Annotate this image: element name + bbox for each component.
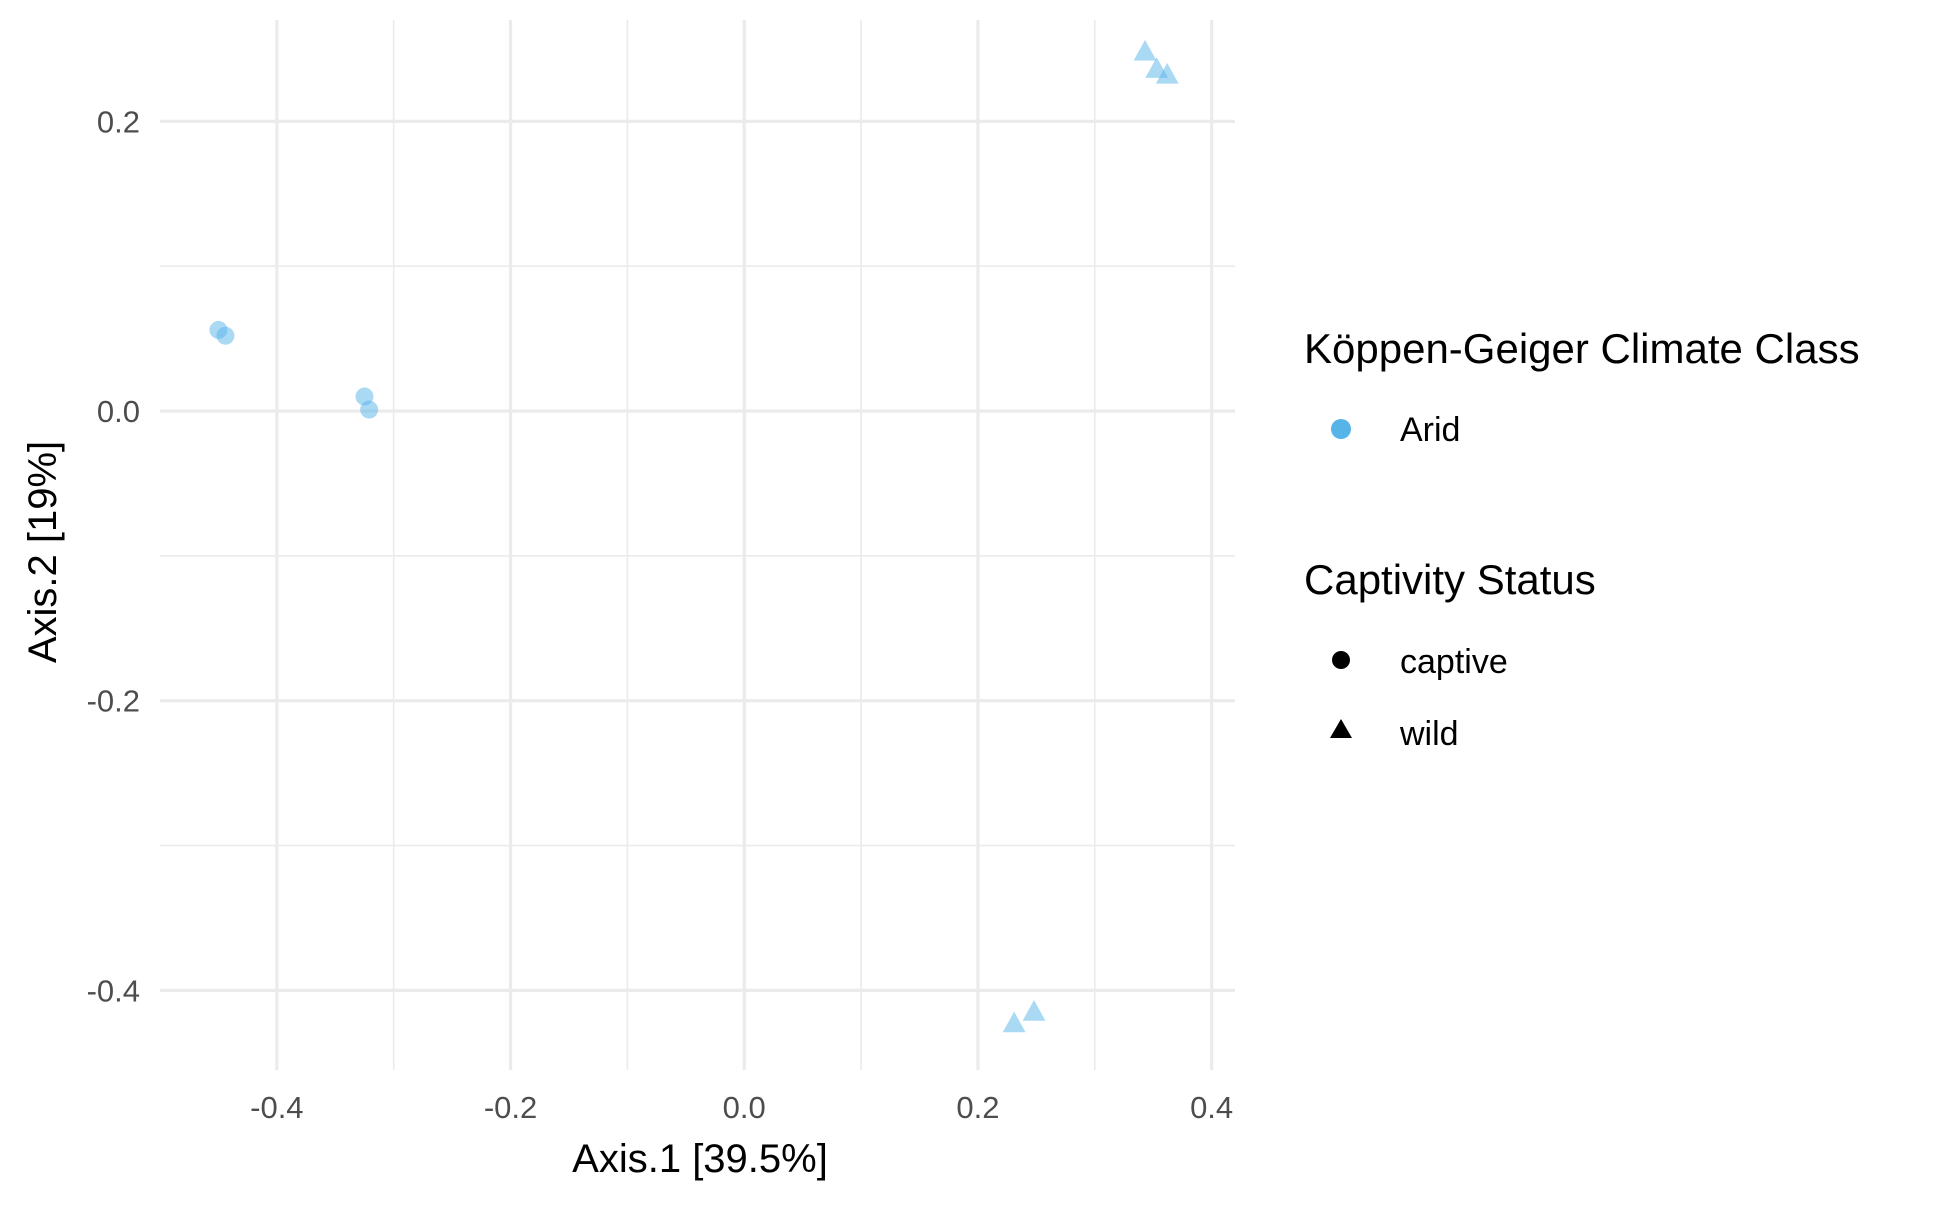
y-tick-label: 0.2 — [97, 104, 140, 139]
legend-captive-label: captive — [1400, 643, 1508, 681]
y-axis-title: Axis.2 [19%] — [21, 441, 65, 663]
x-tick-label: 0.0 — [723, 1090, 766, 1125]
legend-wild-symbol — [1330, 719, 1352, 738]
data-point-captive — [360, 400, 379, 419]
y-tick-label: -0.2 — [87, 684, 140, 719]
x-tick-label: -0.2 — [484, 1090, 537, 1125]
data-point-wild — [1133, 39, 1157, 61]
grid-layer — [160, 20, 1235, 1070]
legend-wild-label: wild — [1399, 715, 1459, 753]
legend-captive-symbol — [1332, 651, 1350, 669]
data-point-wild — [1002, 1011, 1026, 1033]
x-tick-label: 0.4 — [1190, 1090, 1233, 1125]
y-tick-label: -0.4 — [87, 973, 140, 1008]
tick-labels: -0.4 -0.2 0.0 0.2 0.4 0.2 0.0 -0.2 -0.4 — [87, 104, 1234, 1125]
legend-climate: Köppen-Geiger Climate Class Arid — [1304, 325, 1860, 449]
x-tick-label: -0.4 — [250, 1090, 303, 1125]
legend-arid-symbol — [1331, 419, 1351, 439]
legend-captivity-title: Captivity Status — [1304, 556, 1596, 603]
legend-arid-label: Arid — [1400, 411, 1460, 449]
data-point-captive — [216, 326, 235, 345]
legend-captivity: Captivity Status captive wild — [1304, 556, 1596, 753]
x-tick-label: 0.2 — [956, 1090, 999, 1125]
y-tick-label: 0.0 — [97, 394, 140, 429]
data-point-wild — [1155, 63, 1179, 84]
legend-climate-title: Köppen-Geiger Climate Class — [1304, 325, 1860, 372]
data-point-wild — [1022, 1000, 1046, 1021]
x-axis-title: Axis.1 [39.5%] — [572, 1137, 828, 1181]
points-layer — [209, 39, 1179, 1033]
